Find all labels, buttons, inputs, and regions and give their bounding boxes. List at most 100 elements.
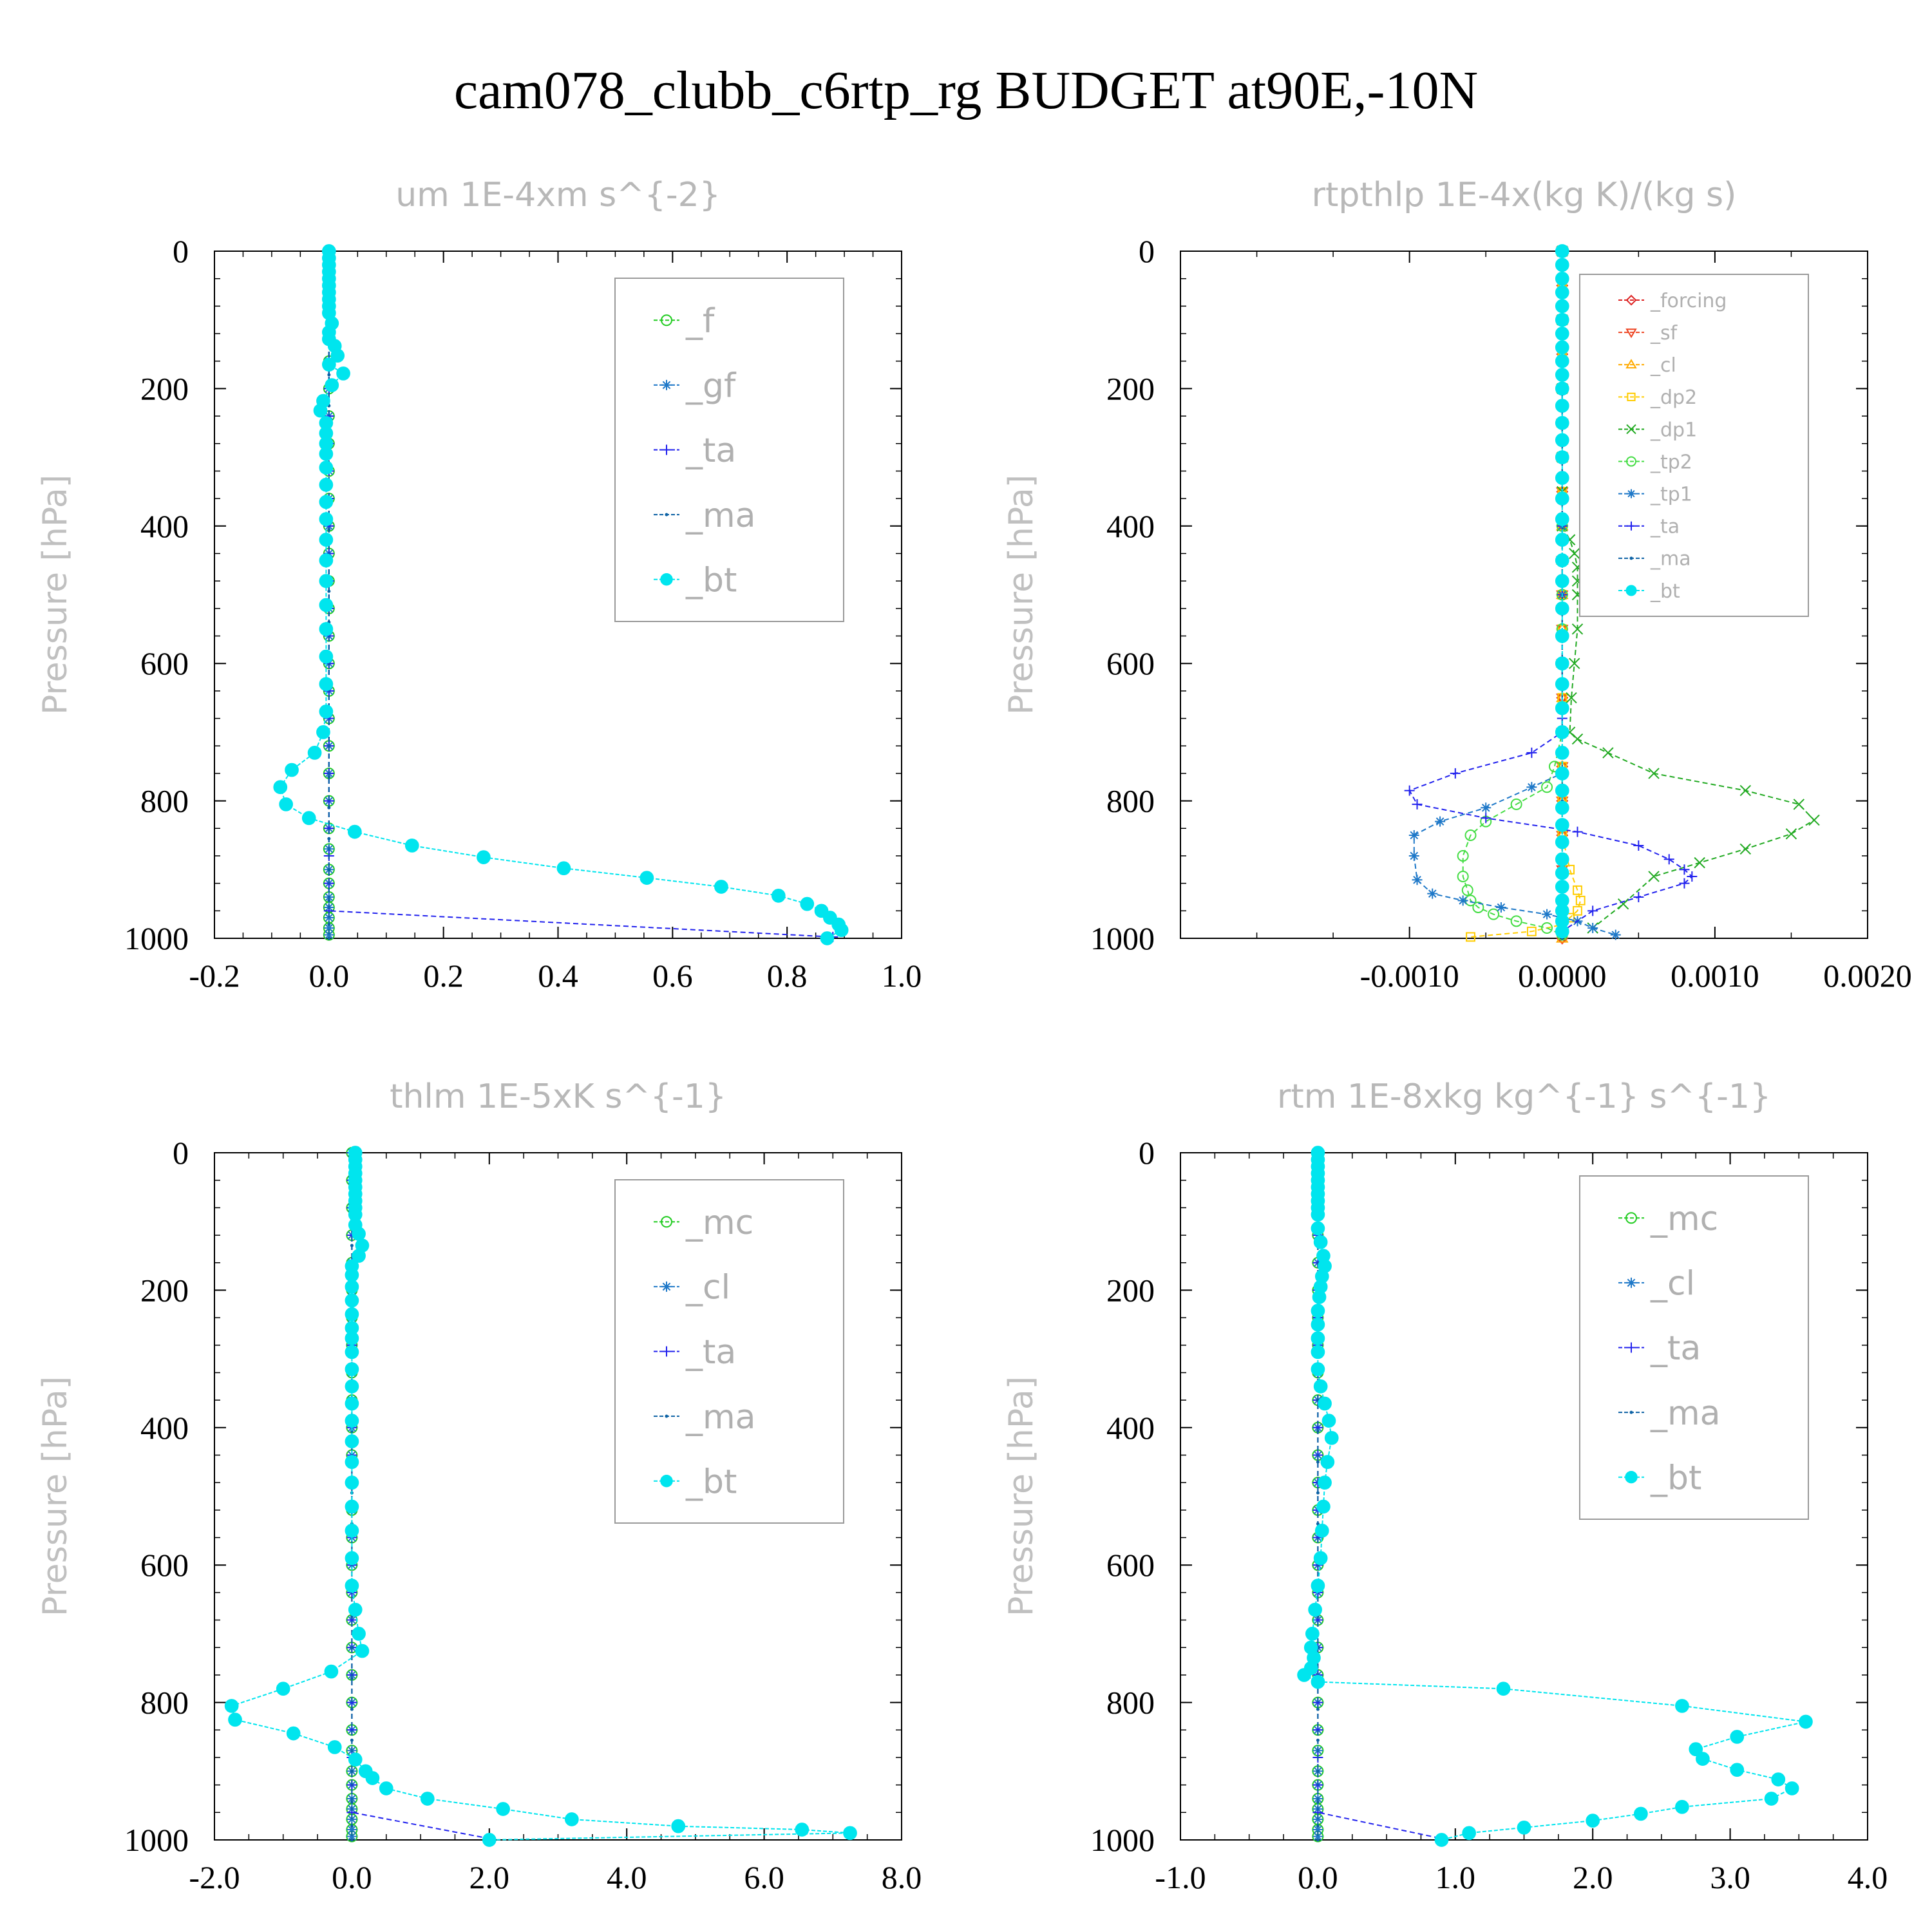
data-point bbox=[1466, 932, 1475, 942]
data-point bbox=[1496, 1681, 1511, 1696]
data-point bbox=[1793, 799, 1805, 810]
data-point bbox=[1571, 733, 1584, 745]
y-tick-label: 400 bbox=[1106, 1410, 1155, 1446]
data-point bbox=[1555, 244, 1569, 258]
series-bt bbox=[273, 244, 849, 945]
data-point bbox=[1472, 901, 1484, 913]
data-point bbox=[477, 850, 491, 864]
legend-marker bbox=[1625, 294, 1637, 306]
data-point bbox=[1730, 1763, 1745, 1777]
y-tick-label: 600 bbox=[140, 645, 189, 681]
data-point bbox=[820, 931, 835, 945]
data-point bbox=[1462, 1826, 1476, 1841]
legend-label: _dp2 bbox=[1650, 386, 1697, 409]
data-point bbox=[1602, 747, 1614, 759]
data-point bbox=[1555, 512, 1569, 526]
legend-marker bbox=[1625, 359, 1637, 369]
data-point bbox=[1316, 1800, 1320, 1804]
data-point bbox=[327, 744, 331, 748]
data-point bbox=[1311, 1578, 1325, 1593]
data-point bbox=[1312, 1824, 1323, 1835]
data-point bbox=[1633, 840, 1644, 851]
data-point bbox=[350, 1838, 354, 1842]
plot-frame bbox=[1180, 251, 1868, 939]
y-tick-label: 1000 bbox=[1090, 920, 1155, 956]
data-point bbox=[1555, 835, 1569, 849]
series-line bbox=[1317, 1153, 1442, 1839]
data-point bbox=[348, 1602, 363, 1617]
data-point bbox=[1555, 553, 1569, 568]
data-point bbox=[323, 922, 334, 933]
data-point bbox=[1696, 1752, 1710, 1766]
legend-marker bbox=[661, 314, 672, 327]
data-point bbox=[1526, 926, 1537, 936]
y-tick-label: 0 bbox=[1139, 233, 1155, 269]
data-point bbox=[1555, 340, 1569, 355]
data-point bbox=[1679, 864, 1690, 875]
legend-marker bbox=[1625, 1212, 1637, 1224]
data-point bbox=[1569, 658, 1580, 669]
data-point bbox=[1312, 1290, 1327, 1304]
legend-label: _cl bbox=[1650, 1265, 1695, 1303]
data-point bbox=[1313, 1235, 1328, 1249]
data-point bbox=[347, 824, 362, 839]
data-point bbox=[1412, 799, 1423, 810]
data-point bbox=[564, 1812, 579, 1826]
y-tick-label: 600 bbox=[1106, 645, 1155, 681]
data-point bbox=[345, 1307, 359, 1321]
data-point bbox=[1464, 829, 1477, 841]
series-bt bbox=[1297, 1146, 1813, 1847]
legend-label: _mc bbox=[1650, 1200, 1718, 1238]
data-point bbox=[1694, 857, 1705, 869]
data-point bbox=[1450, 768, 1461, 779]
data-point bbox=[319, 574, 334, 589]
data-point bbox=[345, 1280, 359, 1294]
data-point bbox=[1648, 871, 1660, 882]
data-point bbox=[1434, 1833, 1449, 1847]
data-point bbox=[345, 1268, 359, 1282]
data-point bbox=[1617, 898, 1629, 910]
data-point bbox=[1555, 852, 1569, 867]
legend-label: _cl bbox=[1650, 354, 1676, 377]
data-point bbox=[352, 1249, 366, 1263]
legend-marker bbox=[1629, 556, 1633, 560]
data-point bbox=[321, 357, 336, 372]
data-point bbox=[1555, 368, 1569, 382]
legend-box bbox=[614, 1179, 844, 1524]
data-point bbox=[1517, 1820, 1531, 1835]
legend-label: _bt bbox=[685, 1463, 737, 1501]
data-point bbox=[319, 677, 334, 692]
data-point bbox=[1555, 399, 1569, 413]
series-group bbox=[1404, 244, 1820, 945]
data-point bbox=[1297, 1668, 1311, 1682]
y-axis-label: Pressure [hPa] bbox=[1002, 1376, 1041, 1616]
data-point bbox=[1542, 909, 1553, 920]
x-tick-label: 0.8 bbox=[767, 958, 808, 994]
data-point bbox=[319, 622, 334, 636]
data-point bbox=[350, 1645, 354, 1649]
data-point bbox=[319, 495, 334, 509]
data-point bbox=[1457, 849, 1469, 862]
legend-marker bbox=[1626, 1277, 1636, 1288]
x-tick-label: 0.0 bbox=[309, 958, 350, 994]
data-point bbox=[1316, 1460, 1320, 1464]
data-point bbox=[1555, 471, 1569, 485]
data-point bbox=[1541, 922, 1553, 934]
data-point bbox=[1587, 922, 1598, 933]
data-point bbox=[319, 553, 334, 568]
panel-title: rtpthlp 1E-4x(kg K)/(kg s) bbox=[1312, 176, 1737, 214]
panel-rtpthlp: rtpthlp 1E-4x(kg K)/(kg s) Pressure [hPa]… bbox=[1002, 176, 1912, 994]
legend-label: _ma bbox=[1650, 1394, 1721, 1433]
data-point bbox=[1311, 1362, 1325, 1376]
legend-marker bbox=[1625, 585, 1637, 596]
data-point bbox=[1324, 1430, 1339, 1445]
data-point bbox=[1408, 850, 1419, 861]
data-point bbox=[307, 746, 322, 760]
data-point bbox=[1555, 746, 1569, 760]
panel-thlm: thlm 1E-5xK s^{-1} Pressure [hPa] 0 200 400 6… bbox=[36, 1077, 922, 1895]
data-point bbox=[345, 1396, 359, 1411]
data-point bbox=[345, 1578, 359, 1593]
data-point bbox=[1488, 908, 1500, 920]
y-axis-label: Pressure [hPa] bbox=[1002, 475, 1041, 715]
